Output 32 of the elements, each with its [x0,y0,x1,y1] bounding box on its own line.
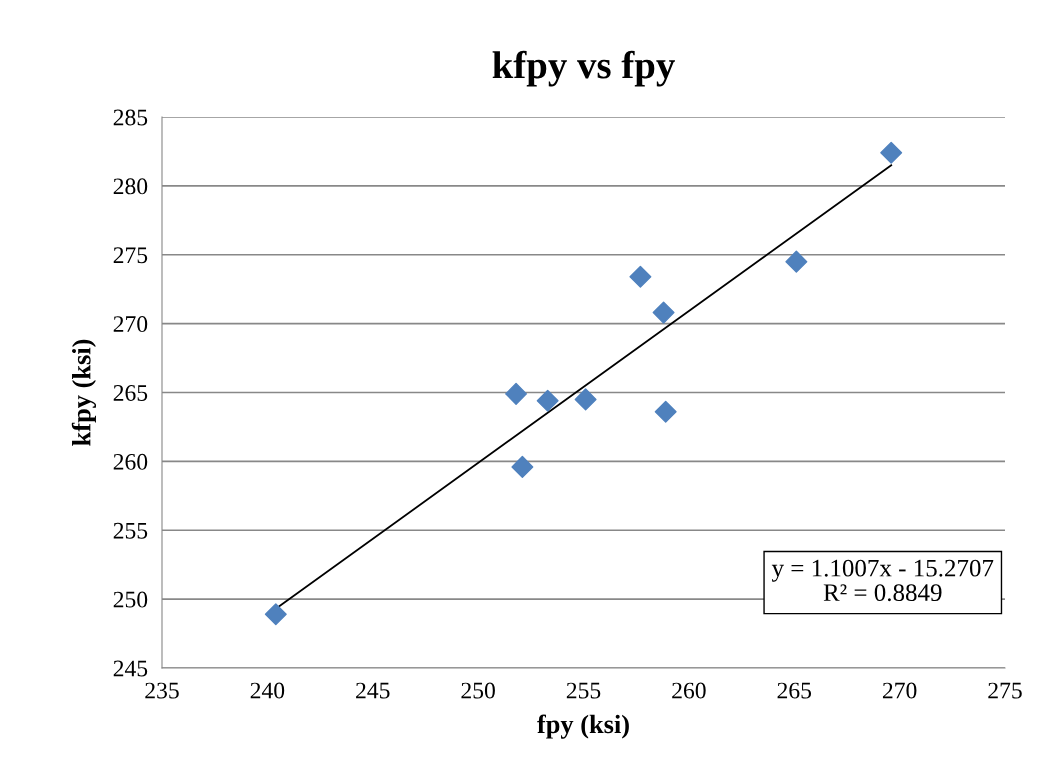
x-tick-label: 245 [356,682,390,699]
point [880,141,903,164]
point [574,388,597,411]
y-tick-label: 285 [113,109,148,126]
y-tick-label: 260 [113,453,148,470]
y-tick-label: 245 [113,660,148,677]
y-tick-label: 275 [113,247,148,264]
x-tick-label: 275 [988,682,1022,699]
chart-title: kfpy vs fpy [492,50,675,87]
x-tick-label: 260 [672,682,706,699]
point [505,382,528,405]
point [629,265,652,288]
x-tick-label: 235 [145,682,179,699]
y-tick-label: 270 [113,316,148,333]
y-tick-label: 255 [113,522,148,539]
x-axis-title: fpy (ksi) [537,714,629,739]
y-tick-label: 250 [113,591,148,608]
point [536,389,559,412]
y-tick-label: 280 [113,178,148,195]
point [511,455,534,478]
point [654,400,677,423]
annotation: y = 1.1007x - 15.2707 R² = 0.8849 [771,559,994,602]
x-tick-label: 265 [777,682,812,699]
x-tick-label: 255 [566,682,601,699]
y-axis-title: kfpy (ksi) [71,339,97,446]
point [652,301,675,324]
x-tick-label: 240 [250,682,285,699]
point [264,603,287,626]
point [785,250,808,273]
x-tick-label: 250 [461,682,495,699]
x-tick-label: 270 [882,682,917,699]
y-tick-label: 265 [113,385,148,401]
